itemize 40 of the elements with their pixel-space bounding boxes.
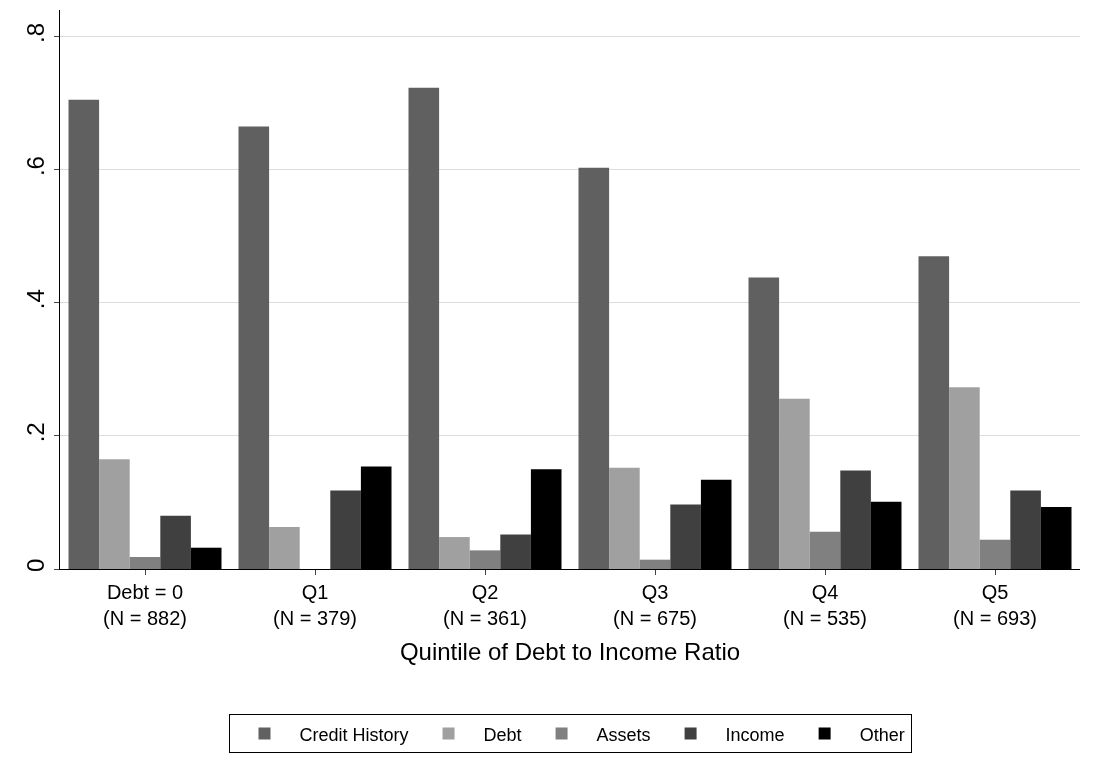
- y-tick-label: .4: [22, 289, 50, 310]
- bar: [99, 459, 130, 569]
- legend-label: Income: [725, 724, 785, 745]
- bar: [129, 557, 161, 569]
- bar: [160, 515, 191, 569]
- bar: [779, 398, 810, 569]
- legend-label: Other: [859, 724, 905, 745]
- x-tick-label: Q2 (N = 361): [443, 581, 527, 629]
- x-axis-title: Quintile of Debt to Income Ratio: [399, 638, 741, 666]
- y-tick-label: .8: [22, 23, 50, 44]
- legend-label: Credit History: [299, 724, 409, 745]
- bar: [918, 256, 950, 569]
- bar: [330, 490, 361, 569]
- bar: [748, 277, 780, 569]
- bar: [578, 167, 610, 569]
- bar: [979, 539, 1011, 569]
- bar: [500, 534, 531, 569]
- x-tick-label: Q5 (N = 693): [953, 581, 1037, 629]
- bar: [1010, 490, 1041, 569]
- x-tick-label: Q3 (N = 675): [613, 581, 697, 629]
- bar: [269, 527, 300, 569]
- y-tick-label: .2: [22, 422, 50, 443]
- bar: [949, 387, 980, 569]
- bar: [609, 467, 640, 569]
- bar: [439, 537, 470, 569]
- bar: [639, 559, 671, 569]
- x-tick-label: Q1 (N = 379): [273, 581, 357, 629]
- x-tick-label: Debt = 0 (N = 882): [103, 581, 187, 629]
- bar: [809, 531, 841, 569]
- bar: [408, 87, 440, 569]
- y-tick-label: 0: [22, 558, 50, 573]
- bar: [670, 504, 701, 569]
- y-tick-label: .6: [22, 156, 50, 177]
- bar: [840, 470, 871, 569]
- bar: [238, 126, 270, 569]
- legend-label: Assets: [596, 724, 651, 745]
- legend-label: Debt: [483, 724, 522, 745]
- bar: [469, 550, 501, 569]
- bar: [68, 99, 100, 569]
- x-tick-label: Q4 (N = 535): [783, 581, 867, 629]
